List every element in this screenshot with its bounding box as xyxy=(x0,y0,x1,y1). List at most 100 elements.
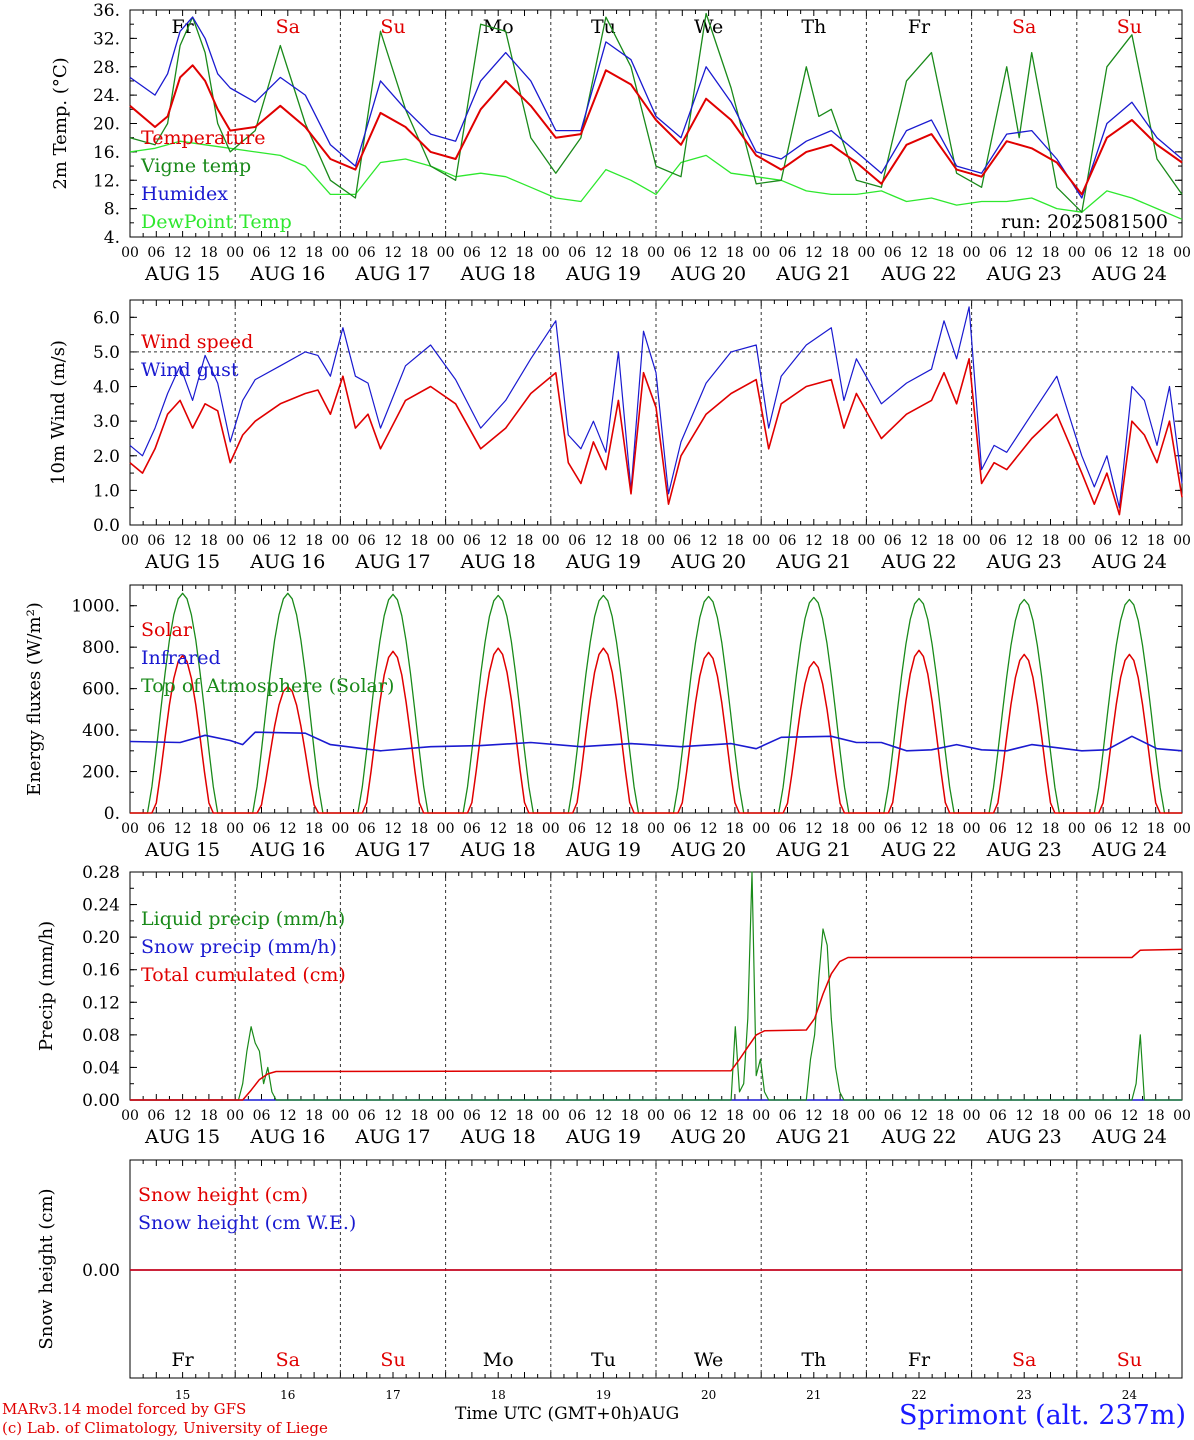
temp-hour-tick-label: 00 xyxy=(647,245,665,261)
precip-date-label: AUG 23 xyxy=(986,1126,1062,1148)
wind-hour-tick-label: 18 xyxy=(305,533,323,549)
precip-ytick-label: 0.08 xyxy=(82,1026,120,1046)
temp-ytick-label: 24. xyxy=(93,86,120,106)
flux-date-label: AUG 20 xyxy=(670,839,746,861)
temp-legend-entry: DewPoint Temp xyxy=(141,211,292,233)
toa-solar-line xyxy=(130,592,1182,814)
wind-hour-tick-label: 00 xyxy=(857,533,875,549)
precip-hour-tick-label: 00 xyxy=(857,1108,875,1124)
day-number-label: 19 xyxy=(596,1388,611,1402)
wind-hour-tick-label: 06 xyxy=(779,533,797,549)
wind-hour-tick-label: 00 xyxy=(647,533,665,549)
temp-hour-tick-label: 00 xyxy=(752,245,770,261)
wind-hour-tick-label: 12 xyxy=(1015,533,1033,549)
flux-ytick-label: 200. xyxy=(82,763,120,783)
temp-date-label: AUG 22 xyxy=(880,263,956,285)
temp-hour-tick-label: 00 xyxy=(331,245,349,261)
temperature-panel: 4. 8. 12. 16. 20. 24. 28. 32. 36. 2m Temp. (°C) Fr… xyxy=(50,1,1191,285)
precip-hour-tick-label: 12 xyxy=(279,1108,297,1124)
precip-legend-entry: Snow precip (mm/h) xyxy=(141,936,337,958)
temp-hour-tick-label: 12 xyxy=(1015,245,1033,261)
wind-legend-entry: Wind speed xyxy=(141,331,253,353)
wind-ytick-label: 0.0 xyxy=(93,516,120,536)
wind-hour-tick-label: 18 xyxy=(516,533,534,549)
precip-hour-tick-label: 18 xyxy=(936,1108,954,1124)
wind-hour-tick-label: 18 xyxy=(200,533,218,549)
wind-hour-tick-label: 06 xyxy=(673,533,691,549)
temp-ytick-label: 32. xyxy=(93,29,120,49)
wind-hour-tick-label: 12 xyxy=(805,533,823,549)
wind-hour-tick-label: 06 xyxy=(1094,533,1112,549)
flux-hour-tick-label: 12 xyxy=(910,821,928,837)
flux-hour-tick-label: 00 xyxy=(121,821,139,837)
flux-hour-tick-label: 06 xyxy=(779,821,797,837)
precip-hour-tick-label: 00 xyxy=(437,1108,455,1124)
precip-hour-tick-label: 12 xyxy=(489,1108,507,1124)
wind-hour-tick-label: 06 xyxy=(568,533,586,549)
flux-hour-tick-label: 18 xyxy=(726,821,744,837)
flux-hour-tick-label: 18 xyxy=(1147,821,1165,837)
temp-weekday-label: Sa xyxy=(276,16,300,38)
temp-hour-tick-label: 12 xyxy=(910,245,928,261)
day-number-label: 20 xyxy=(701,1388,716,1402)
wind-hour-tick-label: 00 xyxy=(226,533,244,549)
run-annotation: run: 2025081500 xyxy=(1001,211,1168,233)
wind-hour-tick-label: 06 xyxy=(884,533,902,549)
temp-hour-tick-label: 18 xyxy=(1042,245,1060,261)
flux-hour-tick-label: 00 xyxy=(963,821,981,837)
wind-hour-tick-label: 06 xyxy=(989,533,1007,549)
snow-legend-entry: Snow height (cm) xyxy=(138,1184,308,1206)
wind-date-label: AUG 20 xyxy=(670,551,746,573)
precip-hour-tick-label: 00 xyxy=(1173,1108,1191,1124)
wind-ytick-label: 3.0 xyxy=(93,412,120,432)
wind-hour-tick-label: 12 xyxy=(700,533,718,549)
precip-hour-tick-label: 06 xyxy=(358,1108,376,1124)
flux-hour-tick-label: 12 xyxy=(1015,821,1033,837)
temp-hour-tick-label: 06 xyxy=(884,245,902,261)
wind-date-label: AUG 15 xyxy=(144,551,220,573)
flux-hour-tick-label: 12 xyxy=(700,821,718,837)
station-name: Sprimont (alt. 237m) xyxy=(899,1400,1186,1431)
time-axis-month: AUG xyxy=(639,1404,680,1424)
temp-date-label: AUG 15 xyxy=(144,263,220,285)
temp-ytick-label: 20. xyxy=(93,115,120,135)
precip-hour-tick-label: 18 xyxy=(726,1108,744,1124)
wind-date-label: AUG 17 xyxy=(354,551,430,573)
wind-hour-tick-label: 18 xyxy=(831,533,849,549)
precip-ytick-label: 0.28 xyxy=(82,863,120,883)
temp-hour-tick-label: 06 xyxy=(1094,245,1112,261)
wind-hour-tick-label: 06 xyxy=(358,533,376,549)
snow-legend-entry: Snow height (cm W.E.) xyxy=(138,1212,356,1234)
temp-hour-tick-label: 00 xyxy=(1173,245,1191,261)
wind-hour-tick-label: 18 xyxy=(726,533,744,549)
flux-hour-tick-label: 06 xyxy=(463,821,481,837)
wind-hour-tick-label: 18 xyxy=(1042,533,1060,549)
temp-weekday-label: Su xyxy=(1117,16,1142,38)
precip-date-label: AUG 20 xyxy=(670,1126,746,1148)
wind-hour-tick-label: 12 xyxy=(384,533,402,549)
day-number-label: 21 xyxy=(806,1388,821,1402)
precip-hour-tick-label: 12 xyxy=(594,1108,612,1124)
temp-hour-tick-label: 18 xyxy=(305,245,323,261)
temp-hour-tick-label: 06 xyxy=(568,245,586,261)
flux-ytick-label: 0. xyxy=(104,804,120,824)
credit-line-2: (c) Lab. of Climatology, University of L… xyxy=(2,1419,328,1437)
wind-date-label: AUG 21 xyxy=(775,551,851,573)
wind-panel: 0.0 1.0 2.0 3.0 4.0 5.0 6.0 10m Wind (m/s) Wind … xyxy=(48,299,1191,573)
wind-date-label: AUG 19 xyxy=(565,551,641,573)
temp-hour-tick-label: 12 xyxy=(384,245,402,261)
temp-date-label: AUG 16 xyxy=(249,263,325,285)
temp-hour-tick-label: 06 xyxy=(463,245,481,261)
flux-ytick-label: 1000. xyxy=(71,597,120,617)
solar-line xyxy=(130,647,1182,814)
wind-ytick-label: 6.0 xyxy=(93,308,120,328)
wind-hour-tick-label: 06 xyxy=(147,533,165,549)
temp-date-label: AUG 20 xyxy=(670,263,746,285)
temp-hour-tick-label: 18 xyxy=(516,245,534,261)
snow-weekday-label: Su xyxy=(1117,1349,1142,1371)
temp-hour-tick-label: 12 xyxy=(279,245,297,261)
wind-date-label: AUG 16 xyxy=(249,551,325,573)
day-number-label: 24 xyxy=(1122,1388,1138,1402)
temp-hour-tick-label: 06 xyxy=(989,245,1007,261)
temp-legend-entry: Temperature xyxy=(141,127,265,149)
